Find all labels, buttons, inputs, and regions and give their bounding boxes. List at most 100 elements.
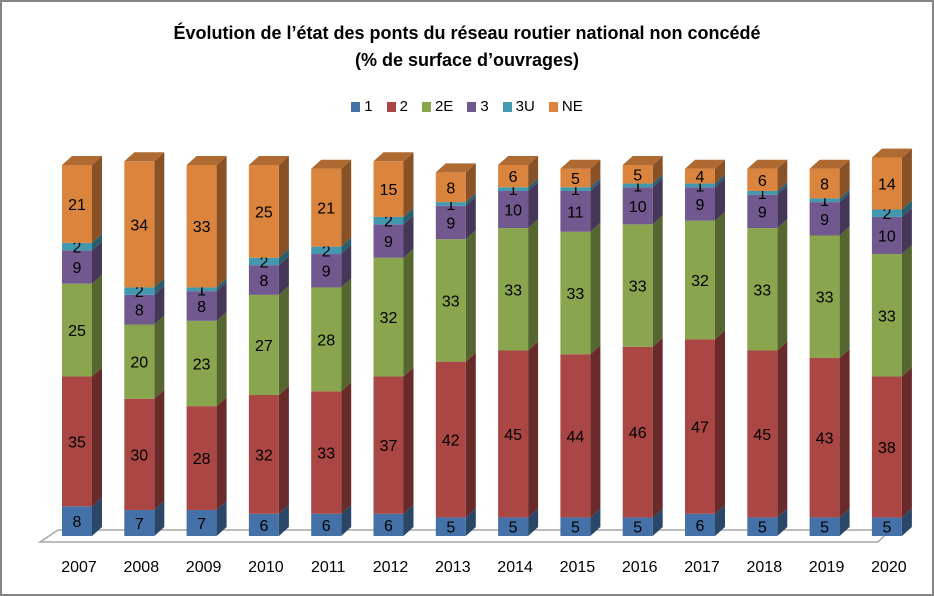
bar-stack-2014: 5 45 33 10 16 xyxy=(498,156,539,537)
bar-side-3u xyxy=(590,178,601,191)
bar-segment-3u xyxy=(685,183,715,188)
data-label: 8 xyxy=(135,303,144,320)
bar-stack-2011: 6 33 28 9 2 21 xyxy=(311,159,352,536)
bar-segment-1 xyxy=(62,506,92,536)
bar-side-2 xyxy=(528,341,539,518)
bar-segment-ne xyxy=(435,172,466,203)
data-label: 32 xyxy=(380,310,398,327)
bar-segment-2e xyxy=(498,228,529,351)
bar-segment-3 xyxy=(373,224,404,258)
bar-side-3 xyxy=(403,215,414,258)
bar-side-3 xyxy=(341,245,352,288)
bar-segment-3 xyxy=(62,250,92,284)
bar-segment-3 xyxy=(560,190,591,232)
bar-segment-ne xyxy=(186,165,217,288)
bar-side-3u xyxy=(901,200,912,217)
x-tick-label: 2019 xyxy=(809,559,845,576)
bar-top xyxy=(373,152,414,162)
bar-segment-2e xyxy=(685,220,715,340)
bar-segment-ne xyxy=(560,168,591,188)
data-label: 15 xyxy=(380,182,398,199)
bar-side-3u xyxy=(465,193,476,206)
bar-segment-2 xyxy=(62,376,92,507)
data-label: 2 xyxy=(384,214,393,231)
bar-side-3u xyxy=(839,189,850,203)
data-label: 9 xyxy=(384,234,393,251)
bar-side-1 xyxy=(216,501,227,536)
bar-segment-ne xyxy=(809,168,840,199)
bar-side-2 xyxy=(901,367,912,518)
bar-side-2 xyxy=(154,389,165,511)
data-label: 8 xyxy=(446,180,455,197)
bar-side-2e xyxy=(92,274,102,377)
bar-segment-2e xyxy=(435,239,466,362)
data-label: 2 xyxy=(882,206,891,223)
data-label: 6 xyxy=(696,518,705,535)
x-tick-label: 2007 xyxy=(61,559,97,576)
bar-segment-ne xyxy=(871,157,902,210)
bar-side-1 xyxy=(590,508,601,536)
bar-side-2 xyxy=(777,341,788,518)
data-label: 45 xyxy=(504,427,522,444)
data-label: 28 xyxy=(193,451,211,468)
bar-segment-2 xyxy=(622,346,653,518)
data-label: 33 xyxy=(193,219,211,236)
x-tick-label: 2016 xyxy=(622,559,658,576)
bar-side-3 xyxy=(92,241,102,284)
bar-side-2e xyxy=(154,315,165,399)
data-label: 9 xyxy=(758,204,767,221)
x-tick-label: 2013 xyxy=(435,559,471,576)
bar-segment-3u xyxy=(186,287,217,292)
legend-item-2e: 2E xyxy=(421,98,453,115)
bar-side-2e xyxy=(839,226,850,358)
data-label: 7 xyxy=(135,516,144,533)
data-label: 8 xyxy=(197,299,206,316)
bar-side-3u xyxy=(92,233,102,251)
bar-side-ne xyxy=(403,152,414,217)
data-label: 37 xyxy=(380,438,398,455)
data-label: 21 xyxy=(68,197,86,214)
bar-top xyxy=(248,156,289,165)
bar-side-ne xyxy=(154,152,165,288)
data-label: 5 xyxy=(820,520,829,537)
bar-top xyxy=(62,156,102,165)
bar-side-3u xyxy=(528,178,539,191)
bar-side-ne xyxy=(777,159,788,191)
legend-item-1: 1 xyxy=(351,98,373,115)
bar-segment-3u xyxy=(809,198,840,203)
bar-segment-3 xyxy=(622,187,653,225)
bar-segment-1 xyxy=(373,513,404,536)
data-label: 1 xyxy=(571,182,580,199)
bar-side-3 xyxy=(590,181,601,232)
data-label: 5 xyxy=(571,520,580,537)
bar-segment-2 xyxy=(871,376,902,518)
data-label: 32 xyxy=(255,447,273,464)
bar-side-1 xyxy=(777,508,788,536)
data-label: 46 xyxy=(629,425,647,442)
data-label: 5 xyxy=(633,167,642,184)
bar-segment-ne xyxy=(124,161,155,288)
bar-segment-2e xyxy=(373,257,404,377)
legend-label: 3U xyxy=(515,98,535,115)
bar-side-2 xyxy=(590,345,601,518)
bar-top xyxy=(124,152,165,162)
bar-side-3u xyxy=(216,278,227,292)
bar-top xyxy=(186,156,227,165)
legend-label: NE xyxy=(561,98,583,115)
bar-segment-3u xyxy=(373,216,404,225)
bar-stack-2019: 5 43 33 9 18 xyxy=(809,159,850,537)
data-label: 9 xyxy=(322,264,331,281)
bar-top xyxy=(622,156,663,165)
data-label: 5 xyxy=(633,520,642,537)
bar-side-1 xyxy=(528,508,539,536)
bar-side-3 xyxy=(839,193,850,236)
data-label: 10 xyxy=(504,203,522,220)
bar-segment-3 xyxy=(747,194,778,229)
bar-top xyxy=(311,159,352,169)
legend-label: 1 xyxy=(364,98,373,115)
data-label: 5 xyxy=(509,520,518,537)
chart-title-block: Évolution de l’état des ponts du réseau … xyxy=(2,20,932,74)
data-label: 9 xyxy=(820,212,829,229)
